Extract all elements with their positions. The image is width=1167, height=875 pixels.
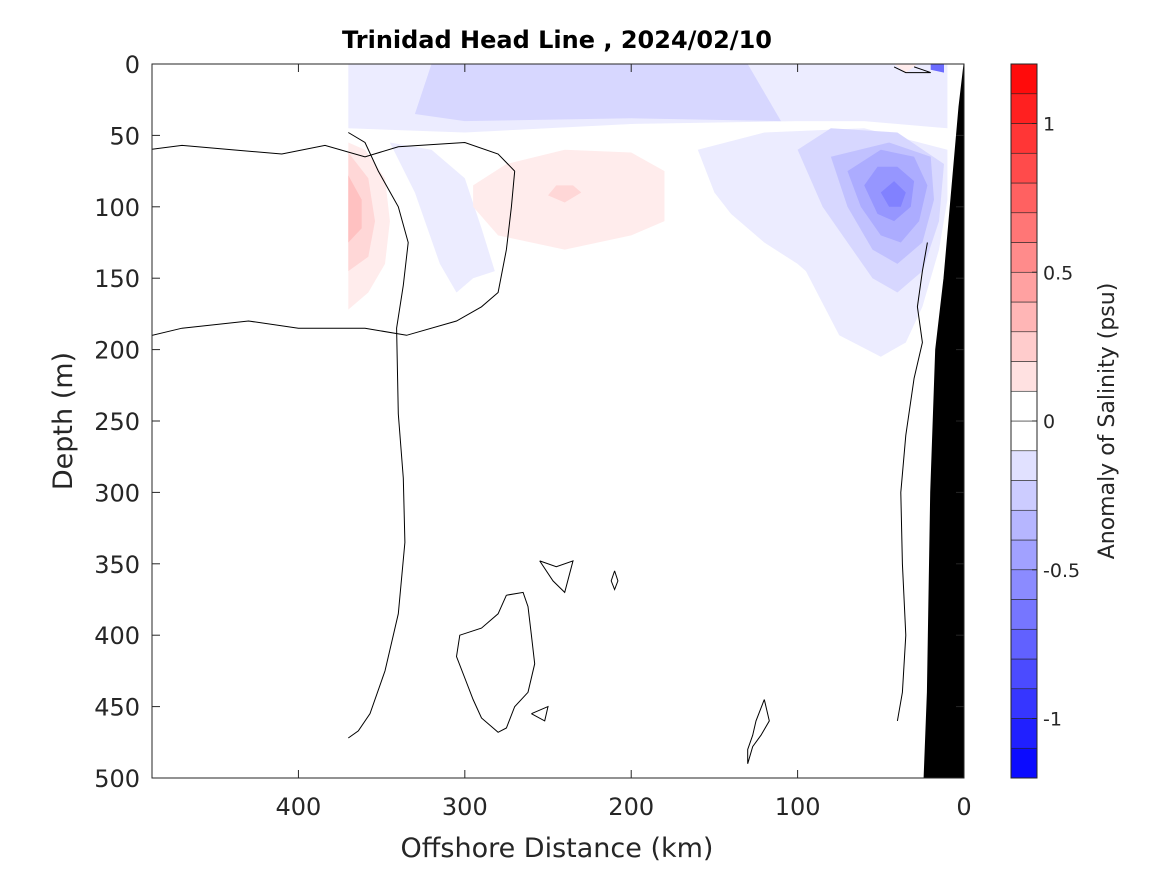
colorbar-label: Anomaly of Salinity (psu) <box>1095 283 1120 560</box>
x-tick-label: 0 <box>956 793 971 821</box>
colorbar-bin <box>1010 450 1038 481</box>
x-tick-label: 100 <box>775 793 821 821</box>
anomaly-region-9 <box>930 64 944 73</box>
colorbar-tick-label: 0 <box>1043 411 1055 433</box>
anomaly-region-14 <box>548 185 582 203</box>
colorbar-bin <box>1010 480 1038 511</box>
colorbar-bin <box>1010 331 1038 362</box>
colorbar-bin <box>1010 242 1038 273</box>
colorbar-bins <box>1010 63 1038 779</box>
x-tick-label: 300 <box>442 793 488 821</box>
colorbar-tick-label: -0.5 <box>1043 560 1080 582</box>
anomaly-field <box>348 64 948 357</box>
colorbar-bin <box>1010 628 1038 660</box>
chart-title: Trinidad Head Line , 2024/02/10 <box>342 26 772 54</box>
colorbar-bin <box>1010 509 1038 541</box>
zero-contour-7 <box>896 242 928 721</box>
x-tick-label: 400 <box>276 793 322 821</box>
colorbar: 1 0.5 0 -0.5 -1 Anomaly of Salinity (psu) <box>1010 63 1120 779</box>
y-tick-label: 50 <box>109 122 140 150</box>
zero-contour-2 <box>539 560 574 594</box>
colorbar-bin <box>1010 390 1038 422</box>
plot-area: 400 300 200 100 0 0 50 100 150 200 250 300 350 400 45… <box>94 51 972 821</box>
y-tick-label: 400 <box>94 622 140 650</box>
zero-contour-0 <box>348 132 409 739</box>
colorbar-bin <box>1010 271 1038 303</box>
y-tick-label: 150 <box>94 265 140 293</box>
seafloor-shape <box>923 64 964 778</box>
y-tick-label: 0 <box>125 51 140 79</box>
zero-contour-6 <box>747 699 770 764</box>
colorbar-bin <box>1010 301 1038 333</box>
y-tick-label: 300 <box>94 479 140 507</box>
colorbar-ticks: 1 0.5 0 -0.5 -1 <box>1032 114 1080 731</box>
y-axis-ticks: 0 50 100 150 200 250 300 350 400 450 500 <box>94 51 964 793</box>
anomaly-region-15 <box>894 64 918 73</box>
y-tick-label: 450 <box>94 694 140 722</box>
colorbar-bin <box>1010 123 1038 154</box>
zero-contour-5 <box>531 705 549 722</box>
colorbar-bin <box>1010 361 1038 392</box>
colorbar-bin <box>1010 658 1038 690</box>
colorbar-bin <box>1010 688 1038 719</box>
y-tick-label: 250 <box>94 408 140 436</box>
shelf-bottom <box>923 64 964 778</box>
x-tick-label: 200 <box>608 793 654 821</box>
zero-contour-3 <box>610 570 619 591</box>
anomaly-region-8 <box>880 181 906 207</box>
colorbar-bin <box>1010 182 1038 214</box>
zero-contour-4 <box>455 591 536 733</box>
x-axis-ticks: 400 300 200 100 0 <box>276 64 972 821</box>
anomaly-region-2 <box>389 142 495 293</box>
y-tick-label: 500 <box>94 765 140 793</box>
colorbar-bin <box>1010 420 1038 452</box>
zero-contours <box>152 66 931 764</box>
y-axis-label: Depth (m) <box>48 352 79 490</box>
colorbar-bin <box>1010 569 1038 600</box>
colorbar-bin <box>1010 718 1038 749</box>
anomaly-region-1 <box>414 64 781 122</box>
zero-contour-1 <box>152 141 516 336</box>
y-tick-label: 100 <box>94 194 140 222</box>
colorbar-tick-label: -1 <box>1043 709 1062 731</box>
y-tick-label: 350 <box>94 551 140 579</box>
y-tick-label: 200 <box>94 337 140 365</box>
colorbar-bin <box>1010 747 1038 779</box>
colorbar-bin <box>1010 93 1038 124</box>
colorbar-tick-label: 0.5 <box>1043 262 1073 284</box>
x-axis-label: Offshore Distance (km) <box>401 833 714 864</box>
colorbar-bin <box>1010 152 1038 184</box>
zero-contour-8 <box>893 66 931 74</box>
anomaly-region-12 <box>348 175 362 243</box>
colorbar-tick-label: 1 <box>1043 114 1055 136</box>
colorbar-bin <box>1010 539 1038 571</box>
colorbar-bin <box>1010 212 1038 243</box>
colorbar-bin <box>1010 599 1038 630</box>
colorbar-bin <box>1010 63 1038 95</box>
